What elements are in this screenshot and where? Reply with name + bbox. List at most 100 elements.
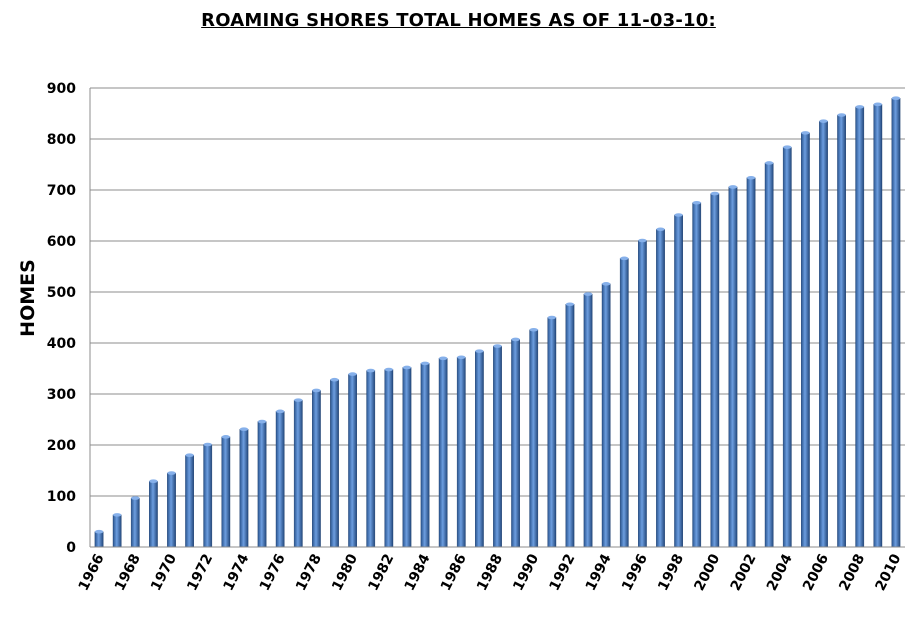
bar-1968 <box>130 497 140 548</box>
y-tick-label: 600 <box>47 234 76 250</box>
bar-top-2002 <box>746 175 756 180</box>
bar-1986 <box>456 357 466 548</box>
bar-top-1966 <box>94 529 104 534</box>
x-tick-label: 1980 <box>329 551 361 593</box>
bar-2008 <box>855 106 865 548</box>
bar-1977 <box>293 399 303 548</box>
bar-2007 <box>837 114 846 548</box>
bar-top-2008 <box>855 105 864 109</box>
bar-1981 <box>366 370 376 548</box>
bar-top-2010 <box>891 96 901 100</box>
bar-top-1985 <box>439 356 448 361</box>
bar-2001 <box>728 186 738 548</box>
bar-1998 <box>674 214 683 548</box>
bar-1982 <box>384 369 394 548</box>
y-tick-label: 900 <box>47 81 76 97</box>
bar-1974 <box>239 428 249 548</box>
bar-top-1984 <box>420 361 430 366</box>
bar-top-1994 <box>602 282 611 286</box>
bar-1966 <box>94 531 104 548</box>
bar-top-1990 <box>529 327 538 332</box>
x-tick-label: 1972 <box>184 552 216 594</box>
y-tick-label: 0 <box>66 540 76 556</box>
bar-top-1999 <box>692 200 701 205</box>
bar-1992 <box>565 304 575 548</box>
x-tick-label: 2008 <box>836 552 868 594</box>
bar-2002 <box>746 177 756 548</box>
bar-top-2004 <box>783 145 792 149</box>
bar-1984 <box>420 363 430 548</box>
y-tick-label: 400 <box>47 336 76 352</box>
bar-top-2007 <box>837 113 846 117</box>
x-tick-label: 1970 <box>148 551 180 593</box>
bar-2006 <box>819 120 828 548</box>
bar-top-1967 <box>113 513 122 517</box>
bar-top-1971 <box>185 453 194 458</box>
bar-1996 <box>638 240 647 548</box>
bar-top-1998 <box>674 213 683 217</box>
x-tick-label: 1996 <box>619 552 651 594</box>
x-tick-label: 1966 <box>76 552 108 594</box>
x-tick-label: 1988 <box>474 552 506 594</box>
bar-top-1993 <box>583 292 593 296</box>
x-tick-label: 1984 <box>402 551 434 593</box>
bar-top-1987 <box>475 349 484 353</box>
bar-2005 <box>801 132 810 548</box>
bar-top-1983 <box>402 365 412 370</box>
bar-top-1977 <box>294 398 303 402</box>
bar-1991 <box>547 317 557 548</box>
bar-top-1989 <box>511 337 520 342</box>
bar-2009 <box>873 104 883 548</box>
bar-1976 <box>275 411 285 548</box>
bar-top-1986 <box>457 355 466 360</box>
bar-1971 <box>185 455 194 548</box>
bar-1997 <box>656 229 665 548</box>
bar-2010 <box>891 97 901 548</box>
chart-title: ROAMING SHORES TOTAL HOMES AS OF 11-03-1… <box>201 10 716 31</box>
bars <box>94 96 901 548</box>
bar-top-2009 <box>873 102 882 107</box>
bar-top-2001 <box>728 185 738 189</box>
bar-1979 <box>330 379 339 548</box>
bar-1989 <box>511 339 520 548</box>
bar-1969 <box>149 481 158 548</box>
bar-top-1996 <box>638 238 647 243</box>
bar-1993 <box>583 293 593 548</box>
bar-1988 <box>493 345 502 548</box>
bar-top-2003 <box>765 161 774 165</box>
bar-top-1995 <box>620 256 629 261</box>
bar-top-1968 <box>131 496 140 500</box>
x-tick-label: 2010 <box>873 551 905 593</box>
bar-top-1988 <box>493 344 502 348</box>
x-tick-label: 1976 <box>257 552 289 594</box>
bar-1990 <box>529 329 539 548</box>
bar-top-1991 <box>547 315 556 320</box>
bar-1985 <box>438 358 448 548</box>
bar-1999 <box>692 202 702 548</box>
bar-top-1973 <box>221 435 230 439</box>
x-tick-label: 2000 <box>691 551 723 593</box>
x-tick-label: 1968 <box>112 552 144 594</box>
bar-top-1969 <box>149 479 158 484</box>
x-tick-label: 2004 <box>764 551 796 593</box>
bar-top-1980 <box>348 372 357 376</box>
bar-1995 <box>619 258 629 548</box>
bar-1980 <box>348 373 357 548</box>
bar-1973 <box>221 436 231 548</box>
bar-2004 <box>782 146 792 548</box>
bar-1983 <box>402 367 412 548</box>
y-tick-label: 100 <box>47 489 76 505</box>
bar-2003 <box>764 162 774 548</box>
x-tick-label: 1974 <box>221 551 253 593</box>
bar-top-1974 <box>239 427 249 431</box>
x-tick-label: 2006 <box>800 552 832 594</box>
x-tick-label: 2002 <box>728 552 760 594</box>
bar-top-1997 <box>656 227 665 232</box>
bar-1987 <box>475 350 484 548</box>
x-tick-label: 1990 <box>510 551 542 593</box>
bar-1972 <box>203 444 213 548</box>
bar-top-1978 <box>312 388 321 393</box>
x-tick-label: 1994 <box>583 551 615 593</box>
x-tick-label: 1992 <box>547 552 579 594</box>
